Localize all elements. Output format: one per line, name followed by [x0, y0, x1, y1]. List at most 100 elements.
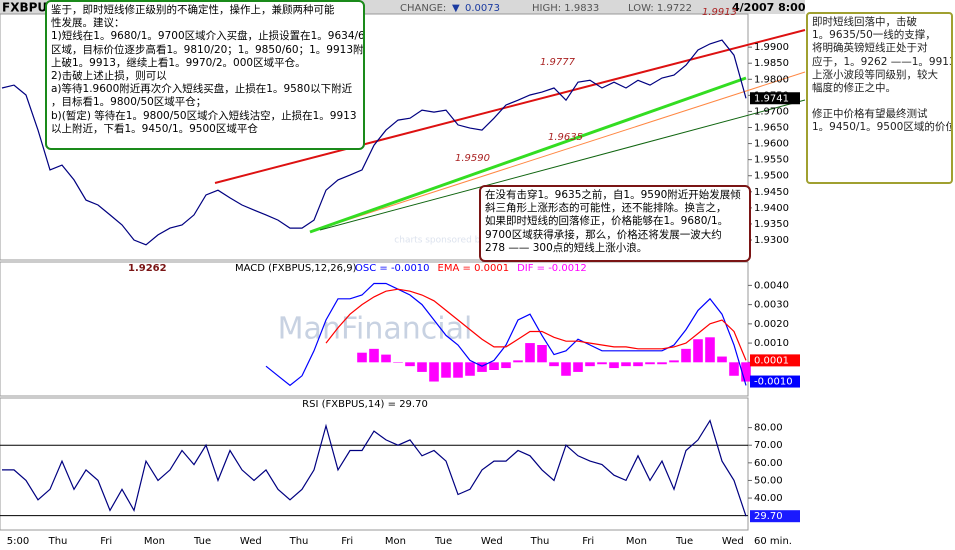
histogram-bar: [621, 362, 631, 367]
y-tick-label: 1.9550: [754, 155, 789, 166]
histogram-bar: [561, 362, 571, 376]
x-tick-label: Tue: [193, 536, 211, 547]
note-paragraph: 即时短线回落中，击破 1。9635/50一线的支撑， 将明确英镑短线正处于对 应于，1…: [812, 16, 953, 95]
legend-entry: EMA = 0.0001: [438, 263, 510, 274]
histogram-bar: [537, 345, 547, 363]
note-line: 以上附近，下看1。9450/1。9500区域平仓: [51, 122, 258, 135]
note-line: 2)击破上述止损，则可以: [51, 70, 167, 83]
x-tick-label: 5:00: [7, 536, 29, 547]
note-line: 1。9635/50一线的支撑，: [812, 29, 936, 42]
rsi-panel: [0, 397, 749, 531]
x-tick-label: Mon: [385, 536, 406, 547]
y-tick-label: 0.0020: [754, 319, 789, 330]
y-tick-label: 1.9850: [754, 58, 789, 69]
y-tick-label: 1.9600: [754, 139, 789, 150]
note-line: 1。9450/1。9500区域的价位: [812, 121, 953, 134]
high: HIGH: 1.9833: [532, 3, 599, 14]
histogram-bar: [717, 356, 727, 363]
note-line: 9700区域获得承接，那么，价格还将发展一波大约: [485, 228, 722, 241]
legend-entry: OSC = -0.0010: [355, 263, 430, 274]
level-label: 1.9262: [128, 263, 167, 274]
series-line: [325, 288, 747, 361]
histogram-bar: [657, 362, 667, 365]
note-line: 幅度的修正之中。: [812, 82, 896, 95]
chart-title: FXBPUS: [2, 1, 56, 15]
histogram-bar: [729, 362, 739, 376]
note-line: 修正中价格有望最终测试: [812, 108, 928, 121]
rsi-title: RSI (FXBPUS,14) = 29.70: [302, 399, 428, 410]
scenario-note: 在没有击穿1。9635之前，自1。9590附近开始发展倾 斜三角形上涨形态的可能性…: [479, 185, 751, 262]
histogram-bar: [669, 360, 679, 363]
x-tick-label: Wed: [240, 536, 262, 547]
histogram-bar: [681, 348, 691, 363]
series-line: [1, 39, 747, 246]
y-tick-label: 1.9500: [754, 171, 789, 182]
histogram-bar: [633, 362, 643, 367]
trend-line: [319, 99, 806, 231]
x-tick-label: 60 min.: [754, 536, 792, 547]
x-tick-label: Wed: [722, 536, 744, 547]
histogram-bar: [705, 337, 715, 363]
level-label: 1.9913: [702, 7, 737, 18]
note-line: 1)短线在1。9680/1。9700区域介入买盘，止损设置在1。9634/60: [51, 30, 365, 43]
y-tick-label: 80.00: [754, 423, 783, 434]
note-paragraph: 修正中价格有望最终测试 1。9450/1。9500区域的价位: [812, 108, 953, 134]
histogram-bar: [645, 362, 655, 365]
y-tick-label: 1.9700: [754, 106, 789, 117]
histogram-bar: [357, 352, 367, 363]
y-tick-label: 1.9400: [754, 203, 789, 214]
note-line: 278 —— 300点的短线上涨小浪。: [485, 241, 648, 254]
x-tick-label: Fri: [100, 536, 112, 547]
y-tick-label: 0.0040: [754, 280, 789, 291]
x-tick-label: Tue: [434, 536, 452, 547]
note-line: 在没有击穿1。9635之前，自1。9590附近开始发展倾: [485, 189, 741, 201]
series-line: [2, 419, 747, 517]
histogram-bar: [441, 362, 451, 378]
x-tick-label: Mon: [144, 536, 165, 547]
note-line: 鉴于，即时短线修正级别的不确定性，操作上，兼顾两种可能: [51, 4, 335, 16]
last-value-label: 1.9741: [754, 93, 789, 104]
level-label: 1.9777: [540, 57, 576, 68]
histogram-bar: [405, 362, 415, 367]
histogram-bar: [381, 354, 391, 363]
legend-entry: DIF = -0.0012: [517, 263, 587, 274]
histogram-bar: [489, 362, 499, 370]
level-label: 1.9635: [548, 132, 583, 143]
histogram-bar: [741, 362, 751, 382]
x-tick-label: Mon: [626, 536, 647, 547]
change-arrow: ▼: [452, 3, 460, 14]
y-tick-label: 60.00: [754, 458, 783, 469]
note-line: 上涨小波段等同级别，较大: [812, 68, 938, 81]
note-line: b)(暂定) 等待在1。9800/50区域介入短线沽空，止损在1。9913: [51, 109, 357, 122]
y-tick-label: 1.9650: [754, 123, 789, 134]
series-line: [265, 282, 747, 387]
low: LOW: 1.9722: [628, 3, 692, 14]
histogram-bar: [417, 362, 427, 372]
trend-line: [214, 29, 806, 184]
histogram-bar: [465, 362, 475, 376]
y-tick-label: 40.00: [754, 493, 783, 504]
note-line: a)等待1.9600附近再次介入短线买盘，止损在1。9580以下附近: [51, 83, 353, 96]
macd-title: MACD (FXBPUS,12,26,9): [235, 263, 357, 274]
strategy-note: 鉴于，即时短线修正级别的不确定性，操作上，兼顾两种可能 性发展。建议： 1)短线在1…: [45, 0, 365, 150]
macd-panel: [0, 261, 749, 397]
note-line: 上破1。9913，继续上看1。9970/2。000区域平仓。: [51, 56, 306, 69]
watermark-brand: ManFinancial: [278, 312, 473, 347]
trend-line: [309, 71, 806, 233]
last-value-label: 0.0001: [754, 355, 789, 366]
change-value: 0.0073: [465, 3, 500, 14]
note-line: 即时短线回落中，击破: [812, 16, 917, 28]
note-line: 区域，目标价位逐步高看1。9810/20；1。9850/60；1。9913附近；: [51, 43, 365, 56]
note-line: 性发展。建议：: [51, 17, 125, 30]
note-line: 应于，1。9262 ——1。9913: [812, 55, 953, 68]
note-line: 将明确英镑短线正处于对: [812, 42, 928, 55]
histogram-bar: [693, 339, 703, 363]
y-tick-label: 1.9900: [754, 42, 789, 53]
y-tick-label: 0.0030: [754, 300, 789, 311]
y-tick-label: 1.9800: [754, 74, 789, 85]
outlook-note: 即时短线回落中，击破 1。9635/50一线的支撑， 将明确英镑短线正处于对 应于，1…: [806, 12, 953, 184]
histogram-bar: [597, 362, 607, 365]
level-label: 1.9590: [455, 153, 490, 164]
histogram-bar: [585, 362, 595, 367]
last-value-box: [750, 92, 800, 105]
